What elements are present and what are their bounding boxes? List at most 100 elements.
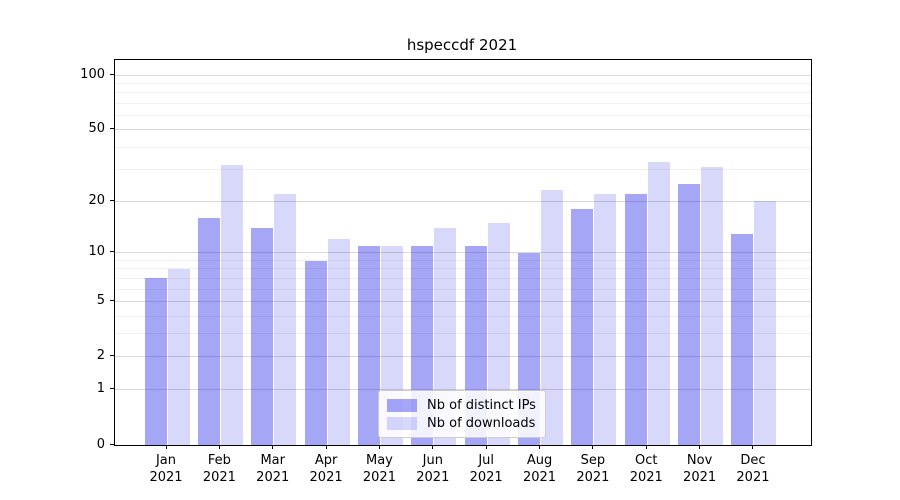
gridline-minor-3 (115, 333, 811, 335)
x-tick-mark-apr (325, 445, 327, 449)
bar-distinct-ips-may (357, 245, 380, 445)
y-tick-mark-20 (110, 199, 114, 201)
gridline-minor-6 (115, 288, 811, 290)
legend-swatch-distinct-ips (387, 398, 417, 412)
x-tick-month-oct: Oct (634, 453, 658, 468)
x-tick-mark-jun (432, 445, 434, 449)
x-tick-year-may: 2021 (362, 470, 396, 485)
x-tick-month-sep: Sep (580, 453, 606, 468)
y-tick-label-2: 2 (96, 348, 105, 364)
bar-downloads-nov (701, 167, 724, 445)
x-tick-month-aug: Aug (526, 453, 553, 468)
legend-item-downloads: Nb of downloads (387, 414, 537, 432)
y-tick-label-20: 20 (88, 192, 105, 208)
x-tick-month-may: May (365, 453, 393, 468)
x-tick-year-mar: 2021 (256, 470, 290, 485)
plot-area (114, 59, 812, 446)
x-tick-month-feb: Feb (207, 453, 231, 468)
bar-downloads-apr (327, 239, 350, 445)
gridline-minor-80 (115, 92, 811, 94)
y-tick-mark-0 (110, 443, 114, 445)
x-tick-year-aug: 2021 (522, 470, 557, 485)
gridline-major-50 (115, 129, 811, 131)
x-tick-label-jul: Jul 2021 (456, 452, 516, 486)
x-tick-year-dec: 2021 (736, 470, 770, 485)
x-tick-mark-dec (752, 445, 754, 449)
x-tick-mark-jul (485, 445, 487, 449)
y-tick-mark-50 (110, 128, 114, 130)
x-tick-year-jul: 2021 (469, 470, 503, 485)
chart-title: hspeccdf 2021 (406, 36, 518, 54)
bar-downloads-jul (487, 222, 510, 445)
bar-downloads-sep (594, 193, 617, 445)
bar-distinct-ips-sep (571, 209, 594, 445)
x-tick-label-jan: Jan 2021 (136, 452, 196, 486)
x-tick-label-may: May 2021 (349, 452, 409, 486)
legend: Nb of distinct IPs Nb of downloads (378, 390, 546, 438)
x-tick-mark-jan (165, 445, 167, 449)
x-tick-label-feb: Feb 2021 (189, 452, 249, 486)
bar-downloads-dec (754, 201, 777, 445)
x-tick-month-mar: Mar (260, 453, 285, 468)
bar-downloads-aug (541, 190, 564, 445)
x-tick-mark-aug (539, 445, 541, 449)
x-tick-label-aug: Aug 2021 (510, 452, 570, 486)
x-tick-month-jun: Jun (422, 453, 443, 468)
bar-distinct-ips-jan (144, 278, 167, 445)
y-tick-label-100: 100 (80, 66, 105, 82)
legend-item-distinct-ips: Nb of distinct IPs (387, 396, 537, 414)
x-tick-month-nov: Nov (686, 453, 713, 468)
x-tick-mark-may (378, 445, 380, 449)
bar-distinct-ips-feb (197, 217, 220, 445)
x-tick-month-jul: Jul (478, 453, 494, 468)
legend-swatch-downloads (387, 416, 417, 430)
x-tick-label-oct: Oct 2021 (616, 452, 676, 486)
x-tick-year-feb: 2021 (202, 470, 236, 485)
y-tick-label-5: 5 (96, 292, 105, 308)
y-tick-mark-2 (110, 355, 114, 357)
x-tick-mark-feb (218, 445, 220, 449)
legend-label-distinct-ips: Nb of distinct IPs (427, 397, 536, 413)
x-tick-month-apr: Apr (314, 453, 338, 468)
gridline-minor-8 (115, 268, 811, 270)
x-tick-year-nov: 2021 (683, 470, 717, 485)
x-tick-mark-mar (272, 445, 274, 449)
x-tick-label-dec: Dec 2021 (723, 452, 783, 486)
gridline-minor-90 (115, 83, 811, 85)
x-tick-label-mar: Mar 2021 (243, 452, 303, 486)
x-tick-label-nov: Nov 2021 (670, 452, 730, 486)
y-tick-mark-1 (110, 387, 114, 389)
x-tick-label-sep: Sep 2021 (563, 452, 623, 486)
x-tick-label-apr: Apr 2021 (296, 452, 356, 486)
gridline-major-20 (115, 200, 811, 202)
bar-distinct-ips-nov (678, 183, 701, 445)
gridline-major-2 (115, 356, 811, 358)
x-tick-year-apr: 2021 (309, 470, 343, 485)
x-tick-mark-nov (699, 445, 701, 449)
y-tick-mark-10 (110, 251, 114, 253)
y-tick-mark-5 (110, 299, 114, 301)
x-tick-year-sep: 2021 (576, 470, 610, 485)
bar-downloads-mar (274, 193, 297, 445)
gridline-major-5 (115, 300, 811, 302)
bar-downloads-feb (220, 164, 243, 445)
x-tick-mark-sep (592, 445, 594, 449)
x-tick-year-jun: 2021 (416, 470, 450, 485)
gridline-major-10 (115, 252, 811, 254)
bar-distinct-ips-mar (251, 228, 274, 445)
x-tick-month-jan: Jan (155, 453, 177, 468)
gridline-minor-7 (115, 277, 811, 279)
y-tick-mark-100 (110, 73, 114, 75)
x-tick-year-oct: 2021 (629, 470, 663, 485)
gridline-major-100 (115, 74, 811, 76)
x-tick-year-jan: 2021 (149, 470, 183, 485)
bar-distinct-ips-oct (624, 193, 647, 445)
bar-downloads-jan (167, 268, 190, 445)
x-tick-month-dec: Dec (740, 453, 766, 468)
bar-distinct-ips-dec (731, 233, 754, 445)
y-tick-label-1: 1 (96, 380, 105, 396)
y-tick-label-50: 50 (88, 121, 105, 137)
gridline-major-1 (115, 388, 811, 390)
bar-distinct-ips-apr (304, 260, 327, 445)
